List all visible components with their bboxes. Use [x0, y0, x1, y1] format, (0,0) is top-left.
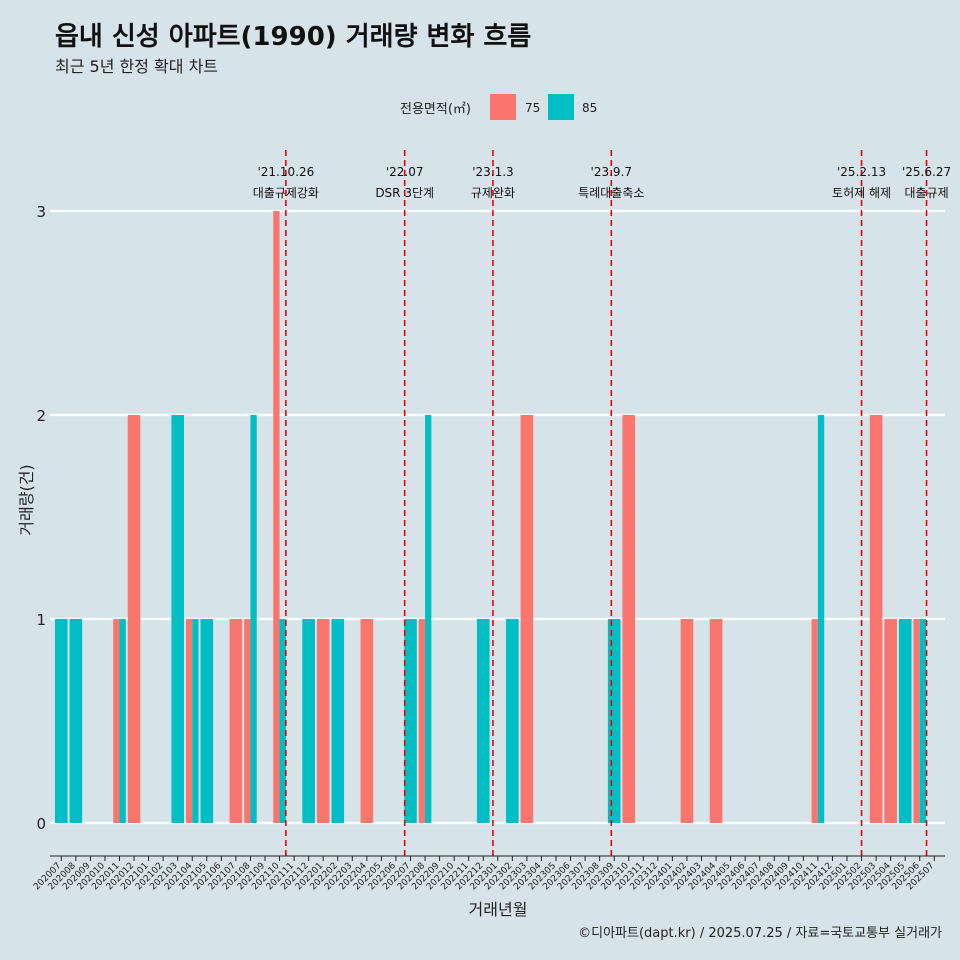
- event-label: 대출규제강화: [253, 186, 319, 200]
- event-date: '23.1.3: [472, 165, 513, 179]
- bar-75-202011: [113, 619, 120, 823]
- y-tick-label: 0: [36, 815, 46, 833]
- bar-75-202303: [520, 415, 534, 823]
- x-axis-label: 거래년월: [469, 900, 528, 919]
- bar-85-202506: [919, 619, 927, 823]
- bar-85-202212: [476, 619, 490, 823]
- event-label: 특례대출축소: [578, 186, 644, 200]
- bar-75-202404: [709, 619, 723, 823]
- bar-75-202104: [185, 619, 193, 823]
- event-markers: '21.10.26 대출규제강화 '22.07 DSR 3단계 '23.1.3 규제완화 '…: [253, 150, 951, 856]
- bar-85-202112: [302, 619, 315, 823]
- bar-85-202008: [69, 619, 83, 823]
- event-label: 규제완화: [471, 186, 515, 200]
- bar-85-202411: [817, 415, 825, 823]
- bar-75-202201: [316, 619, 330, 823]
- event-label: 대출규제: [904, 186, 948, 200]
- y-tick-label: 2: [36, 407, 46, 425]
- event-date: '25.6.27: [902, 165, 951, 179]
- y-axis-label: 거래량(건): [17, 464, 36, 535]
- grid: [50, 209, 945, 825]
- bar-75-202204: [360, 619, 374, 823]
- bar-85-202108: [250, 415, 257, 823]
- bar-85-202505: [898, 619, 912, 823]
- bar-75-202504: [884, 619, 897, 823]
- event-date: '21.10.26: [257, 165, 314, 179]
- legend-label-75: 75: [525, 101, 540, 115]
- y-tick-label: 1: [36, 611, 46, 629]
- bar-85-202011: [119, 619, 126, 823]
- bar-85-202202: [331, 619, 345, 823]
- bar-75-202310: [622, 415, 636, 823]
- bars: [55, 211, 927, 823]
- chart-subtitle: 최근 5년 한정 확대 차트: [55, 57, 219, 76]
- bar-85-202105: [200, 619, 214, 823]
- x-axis: 2020072020082020092020102020112020122021…: [32, 855, 945, 892]
- bar-75-202503: [869, 415, 883, 823]
- bar-85-202103: [171, 415, 184, 823]
- bar-75-202208: [418, 619, 426, 823]
- event-label: 토허제 해제: [832, 186, 891, 200]
- bar-85-202207: [404, 619, 417, 823]
- bar-85-202110: [279, 619, 286, 823]
- source-caption: ©디아파트(dapt.kr) / 2025.07.25 / 자료=국토교통부 실…: [578, 926, 942, 941]
- bar-75-202012: [127, 415, 141, 823]
- y-axis: 0 1 2 3: [36, 203, 46, 833]
- legend-swatch-75: [490, 94, 516, 120]
- event-label: DSR 3단계: [375, 186, 434, 200]
- y-tick-label: 3: [36, 203, 46, 221]
- chart-title: 읍내 신성 아파트(1990) 거래량 변화 흐름: [55, 22, 532, 52]
- bar-85-202309: [607, 619, 621, 823]
- bar-85-202208: [425, 415, 432, 823]
- event-date: '23.9.7: [591, 165, 632, 179]
- bar-75-202107: [229, 619, 243, 823]
- bar-85-202104: [192, 619, 199, 823]
- legend-title: 전용면적(㎡): [400, 102, 471, 117]
- legend-label-85: 85: [582, 101, 597, 115]
- bar-75-202411: [811, 619, 818, 823]
- legend: 전용면적(㎡) 75 85: [400, 94, 597, 120]
- bar-85-202007: [55, 619, 68, 823]
- bar-75-202108: [244, 619, 251, 823]
- event-date: '25.2.13: [837, 165, 886, 179]
- bar-75-202506: [913, 619, 920, 823]
- event-date: '22.07: [386, 165, 424, 179]
- legend-swatch-85: [548, 94, 574, 120]
- bar-75-202110: [273, 211, 280, 823]
- bar-75-202402: [680, 619, 694, 823]
- bar-85-202302: [506, 619, 519, 823]
